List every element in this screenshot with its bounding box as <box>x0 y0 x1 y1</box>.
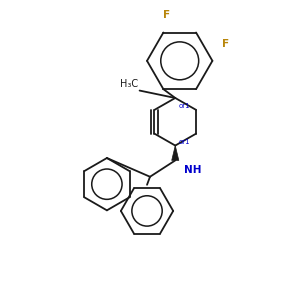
Text: F: F <box>163 10 170 20</box>
Polygon shape <box>172 146 179 160</box>
Text: or1: or1 <box>178 139 190 145</box>
Text: NH: NH <box>184 165 202 175</box>
Text: F: F <box>222 40 230 50</box>
Text: or1: or1 <box>178 103 190 109</box>
Text: H₃C: H₃C <box>120 79 138 89</box>
